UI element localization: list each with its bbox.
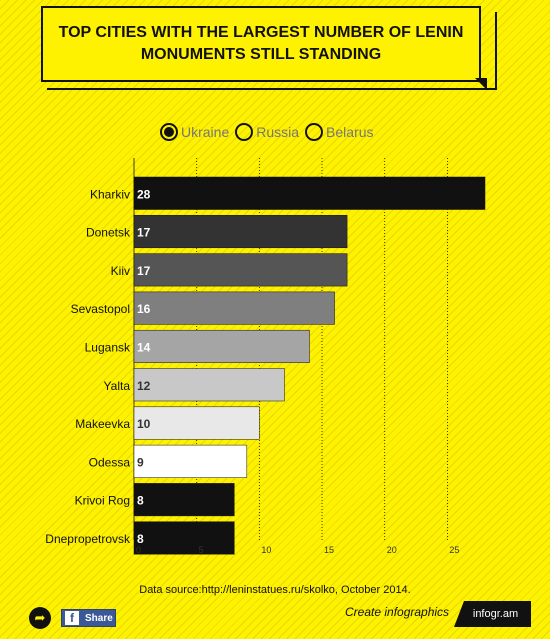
category-label: Krivoi Rog [75,494,130,508]
legend-item-russia[interactable]: Russia [235,123,299,141]
legend-item-belarus[interactable]: Belarus [305,123,374,141]
category-label: Kiiv [111,264,130,278]
title-fold [475,78,487,90]
bar [133,329,310,363]
x-tick-label: 5 [199,545,204,555]
title-box [41,6,481,82]
category-label: Odessa [89,455,131,469]
legend: Ukraine Russia Belarus [160,121,374,143]
bar [133,483,235,517]
radio-selected-dot [164,127,174,137]
data-label: 17 [137,226,151,240]
x-tick-label: 10 [261,545,271,555]
bar [133,444,248,478]
x-tick-label: 0 [136,545,141,555]
category-label: Donetsk [86,226,131,240]
facebook-share-button[interactable]: f Share [61,609,116,627]
infogram-logo-button[interactable]: infogr.am [454,601,531,627]
create-infographics-link[interactable]: Create infographics [345,605,450,619]
category-label: Makeevka [75,417,130,431]
legend-label: Russia [256,124,300,140]
x-tick-label: 20 [387,545,397,555]
category-labels: Kharkiv Donetsk Kiiv Sevastopol Lugansk Yalta… [45,187,131,546]
data-label: 12 [137,379,151,393]
data-label: 8 [137,532,144,546]
legend-label: Belarus [326,124,374,140]
data-label: 17 [137,264,151,278]
data-label: 10 [137,417,151,431]
data-label: 28 [137,187,151,201]
data-label: 8 [137,494,144,508]
radio-icon [235,123,254,141]
x-axis-ticks: 0 5 10 15 20 25 [136,545,459,555]
data-label: 9 [137,455,144,469]
data-label: 16 [137,302,151,316]
x-tick-label: 15 [324,545,334,555]
x-tick-label: 25 [449,545,459,555]
bar [133,368,285,402]
category-label: Lugansk [85,340,131,354]
legend-item-ukraine[interactable]: Ukraine [160,123,229,141]
arrow-icon: ➦ [34,610,46,625]
bar [133,521,235,555]
radio-icon [160,123,178,141]
facebook-icon: f [65,611,79,625]
bar-chart: Kharkiv Donetsk Kiiv Sevastopol Lugansk Yalta… [45,158,486,555]
chart-title: TOP CITIES WITH THE LARGEST NUMBER OF LE… [58,24,464,63]
radio-icon [305,123,324,141]
bar [133,176,486,210]
legend-label: Ukraine [181,124,230,140]
data-label: 14 [137,340,151,354]
bars [133,176,486,555]
bar [133,406,260,440]
share-label: Share [85,612,113,624]
bar [133,291,335,325]
category-label: Dnepropetrovsk [45,532,131,546]
category-label: Sevastopol [71,302,130,316]
value-labels: 28 17 17 16 14 12 10 9 8 8 [137,187,151,546]
bar [133,253,348,287]
title-shadow [47,12,497,90]
data-source-note: Data source:http://leninstatues.ru/skolk… [139,584,411,596]
share-arrow-button[interactable]: ➦ [29,607,51,629]
category-label: Kharkiv [90,187,130,201]
bar [133,215,348,249]
category-label: Yalta [104,379,131,393]
